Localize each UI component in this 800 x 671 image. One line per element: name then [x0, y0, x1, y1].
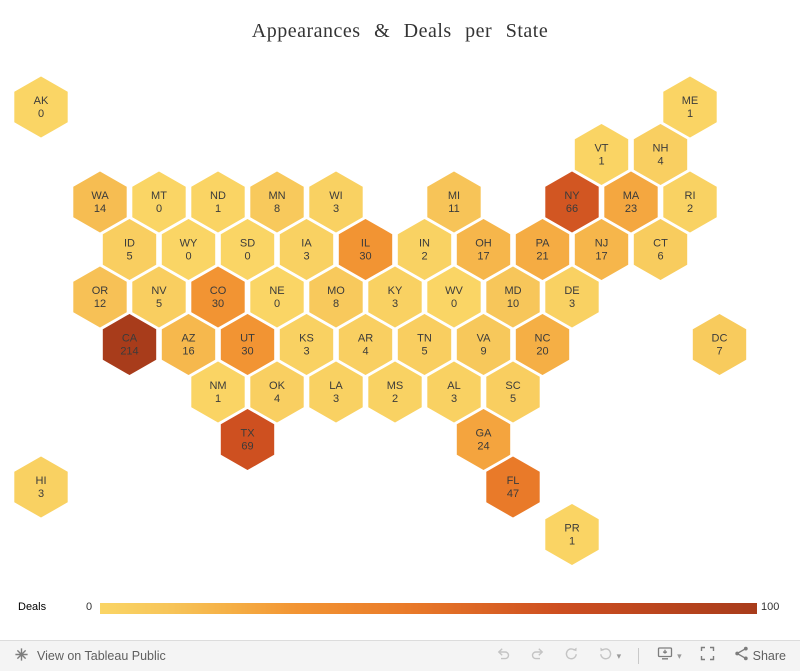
share-icon	[733, 645, 750, 667]
hex-HI[interactable]: HI3	[12, 454, 70, 520]
undo-button[interactable]	[495, 645, 512, 667]
legend-max-label: 100	[761, 601, 780, 613]
toolbar-separator	[638, 648, 640, 664]
refresh-button[interactable]: ▾	[597, 645, 622, 667]
legend-min-label: 0	[86, 601, 93, 613]
download-button[interactable]: ▾	[656, 645, 682, 667]
refresh-icon	[597, 645, 614, 667]
view-on-tableau-public-label: View on Tableau Public	[37, 649, 166, 663]
color-legend: Deals 0 100	[0, 599, 800, 617]
fullscreen-button[interactable]	[699, 645, 716, 667]
replay-icon	[563, 645, 580, 667]
undo-icon	[495, 645, 512, 667]
redo-icon	[529, 645, 546, 667]
hex-tile-map: AK0ME1VT1NH4WA14MT0ND1MN8WI3MI11NY66MA23…	[12, 74, 748, 567]
share-label: Share	[752, 649, 786, 663]
fullscreen-icon	[699, 645, 716, 667]
tableau-toolbar: View on Tableau Public	[0, 640, 800, 671]
legend-gradient-bar	[100, 603, 757, 614]
view-on-tableau-public-link[interactable]: View on Tableau Public	[14, 647, 166, 665]
legend-title: Deals	[18, 601, 47, 613]
replay-button[interactable]	[563, 645, 580, 667]
page-title: Appearances & Deals per State	[251, 20, 549, 42]
hex-PR[interactable]: PR1	[543, 502, 601, 567]
refresh-caret-icon: ▾	[616, 650, 622, 661]
redo-button[interactable]	[529, 645, 546, 667]
tableau-logo-icon	[14, 647, 29, 665]
hex-AK[interactable]: AK0	[12, 74, 70, 140]
hex-DC[interactable]: DC7	[691, 312, 748, 377]
share-button[interactable]: Share	[733, 645, 786, 667]
download-icon	[656, 645, 674, 667]
download-caret-icon: ▾	[677, 650, 682, 661]
